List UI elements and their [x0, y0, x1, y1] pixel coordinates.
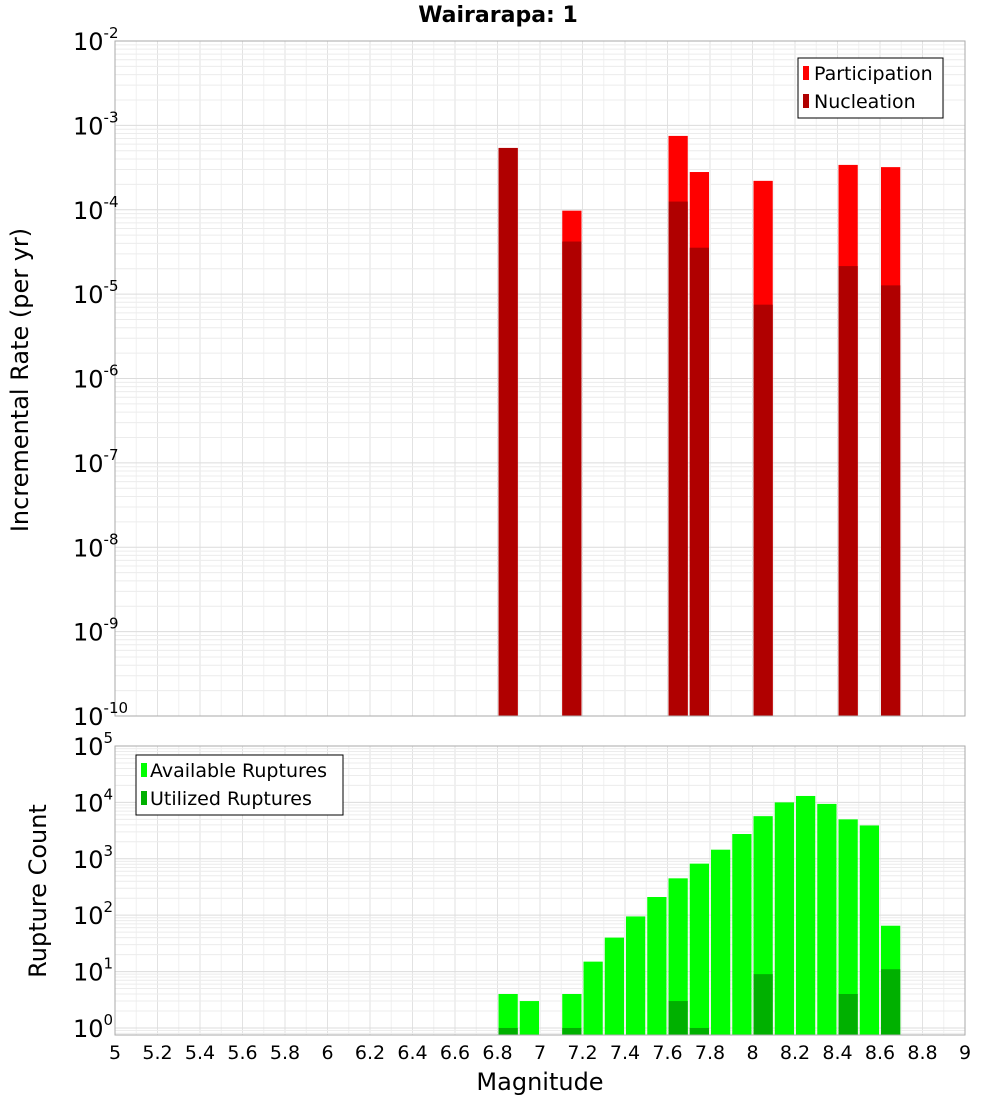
y-tick-label: 10-7 [73, 446, 119, 478]
y-tick-label: 10-10 [73, 699, 128, 731]
y-tick-label: 102 [73, 898, 113, 930]
count-plot-border [114, 745, 966, 1036]
x-tick-label: 5.6 [227, 1042, 257, 1064]
legend-swatch-nucleation [803, 94, 809, 108]
available-ruptures-bar [774, 802, 794, 1035]
available-ruptures-bar [668, 878, 688, 1035]
available-ruptures-bar [562, 994, 582, 1035]
legend-label-nucleation: Nucleation [814, 91, 916, 113]
nucleation-bar [562, 241, 582, 717]
utilized-ruptures-bar [668, 1001, 688, 1035]
nucleation-bar [498, 147, 518, 716]
nucleation-bar [668, 201, 688, 716]
available-ruptures-bar [626, 916, 646, 1035]
y-tick-label: 105 [73, 729, 113, 761]
count-y-axis-label: Rupture Count [24, 804, 52, 978]
available-ruptures-bar [498, 994, 518, 1035]
x-tick-label: 9 [959, 1042, 971, 1064]
x-tick-label: 5 [109, 1042, 121, 1064]
x-tick-label: 5.4 [185, 1042, 215, 1064]
legend-label-participation: Participation [814, 63, 933, 85]
rate-bars [498, 135, 901, 717]
y-tick-label: 100 [73, 1011, 113, 1043]
x-tick-label: 8 [746, 1042, 758, 1064]
available-ruptures-bar [859, 825, 879, 1035]
x-tick-label: 6.6 [440, 1042, 470, 1064]
rate-y-ticks: 10-10 10-9 10-8 10-7 10-6 10-5 10-4 10-3 10-2 [73, 24, 128, 731]
available-ruptures-bar [732, 834, 752, 1035]
y-tick-label: 104 [73, 785, 113, 817]
nucleation-bar [838, 266, 858, 716]
legend-label-available: Available Ruptures [150, 760, 327, 782]
utilized-ruptures-bar [838, 994, 858, 1035]
x-tick-label: 5.8 [270, 1042, 300, 1064]
x-tick-label: 7.2 [567, 1042, 597, 1064]
utilized-ruptures-bar [689, 1027, 709, 1035]
nucleation-bar [881, 285, 901, 716]
utilized-ruptures-bar [498, 1027, 518, 1035]
utilized-ruptures-bar [881, 969, 901, 1035]
available-ruptures-bar [796, 795, 816, 1035]
legend-swatch-available [141, 763, 147, 777]
rate-panel: 10-10 10-9 10-8 10-7 10-6 10-5 10-4 10-3 10-2 In… [6, 24, 966, 731]
rate-plot-border [114, 40, 966, 717]
available-ruptures-bar [647, 897, 667, 1035]
count-legend: Available Ruptures Utilized Ruptures [135, 754, 344, 816]
chart-title: Wairarapa: 1 [418, 3, 578, 28]
x-tick-label: 5.2 [142, 1042, 172, 1064]
x-tick-label: 8.8 [907, 1042, 937, 1064]
nucleation-bar [689, 247, 709, 717]
y-tick-label: 103 [73, 842, 113, 874]
rate-legend-box [797, 57, 944, 119]
x-tick-label: 6.2 [355, 1042, 385, 1064]
y-tick-label: 10-4 [73, 193, 119, 225]
x-ticks: 5 5.2 5.4 5.6 5.8 6 6.2 6.4 6.6 6.8 7 7.2 7.4 7.6 7.8 8… [109, 1042, 971, 1064]
x-tick-label: 7 [534, 1042, 546, 1064]
legend-swatch-utilized [141, 791, 147, 805]
y-tick-label: 10-5 [73, 277, 119, 309]
available-ruptures-bar [583, 961, 603, 1035]
available-ruptures-bar [817, 803, 837, 1035]
utilized-ruptures-bar [753, 974, 773, 1035]
count-bars [498, 795, 901, 1035]
rate-gridlines [114, 40, 966, 717]
utilized-ruptures-bar [562, 1027, 582, 1035]
nucleation-bar [753, 304, 773, 716]
available-ruptures-bar [519, 1001, 539, 1035]
x-tick-label: 6.8 [482, 1042, 512, 1064]
available-ruptures-bar [838, 819, 858, 1035]
count-legend-box [135, 754, 344, 816]
y-tick-label: 10-8 [73, 530, 119, 562]
legend-label-utilized: Utilized Ruptures [150, 788, 312, 810]
y-tick-label: 10-2 [73, 24, 119, 56]
y-tick-label: 10-9 [73, 615, 119, 647]
x-tick-label: 7.4 [610, 1042, 640, 1064]
y-tick-label: 10-3 [73, 108, 119, 140]
x-tick-label: 8.6 [865, 1042, 895, 1064]
y-tick-label: 101 [73, 955, 113, 987]
available-ruptures-bar [689, 863, 709, 1035]
x-tick-label: 6 [321, 1042, 333, 1064]
legend-swatch-participation [803, 66, 809, 80]
count-panel: 100 101 102 103 104 105 5 5.2 5.4 5.6 5.8 6 6.2 6.4 6… [24, 729, 971, 1096]
x-axis-label: Magnitude [476, 1068, 603, 1096]
available-ruptures-bar [604, 937, 624, 1035]
rate-y-axis-label: Incremental Rate (per yr) [6, 228, 34, 532]
rate-legend: Participation Nucleation [797, 57, 944, 119]
x-tick-label: 7.6 [652, 1042, 682, 1064]
x-tick-label: 8.2 [780, 1042, 810, 1064]
count-y-ticks: 100 101 102 103 104 105 [73, 729, 113, 1043]
available-ruptures-bar [711, 849, 731, 1035]
x-tick-label: 7.8 [695, 1042, 725, 1064]
x-tick-label: 6.4 [397, 1042, 427, 1064]
y-tick-label: 10-6 [73, 362, 119, 394]
x-tick-label: 8.4 [822, 1042, 852, 1064]
